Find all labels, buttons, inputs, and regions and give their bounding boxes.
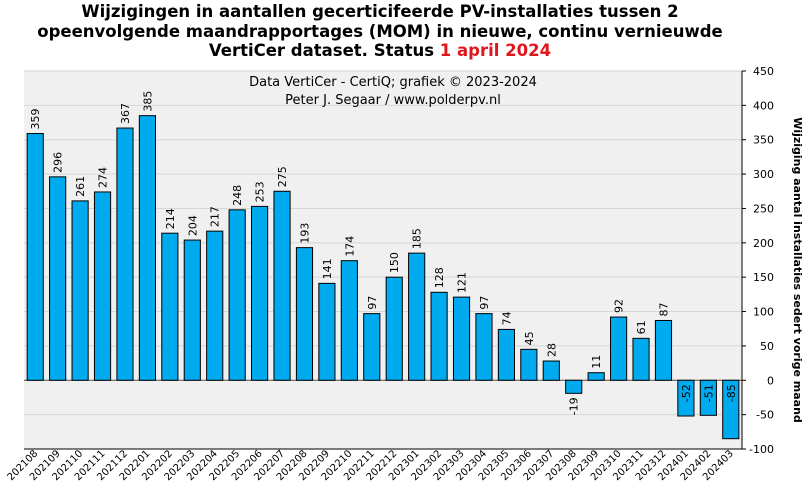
y-tick-label: 50: [760, 340, 774, 353]
data-label: 253: [254, 181, 267, 202]
bar: [722, 379, 740, 440]
bar: [632, 337, 650, 381]
bar: [206, 230, 224, 381]
data-label: 150: [388, 252, 401, 273]
data-label: 97: [478, 296, 491, 310]
x-axis: 2021082021092021102021112021122022012022…: [6, 448, 742, 483]
chart-title-line-2: opeenvolgende maandrapportages (MOM) in …: [37, 21, 723, 41]
data-label: 185: [411, 228, 424, 249]
y-tick-label: 250: [753, 202, 774, 215]
y-tick-label: -100: [749, 443, 774, 456]
chart-title-line-3: VertiCer dataset. Status 1 april 2024: [0, 41, 760, 61]
data-label: 217: [209, 206, 222, 227]
bar: [363, 313, 381, 381]
data-label: -51: [702, 384, 715, 402]
bar: [610, 316, 628, 381]
data-label: 87: [657, 302, 670, 316]
bar: [340, 260, 358, 381]
data-label: 359: [29, 109, 42, 130]
bar: [654, 319, 673, 381]
bar: [699, 379, 717, 416]
bar: [587, 372, 605, 381]
y-tick-label: 100: [753, 306, 774, 319]
data-label: 61: [635, 320, 648, 334]
bar: [228, 209, 246, 381]
bar: [93, 191, 112, 381]
bar: [385, 276, 403, 381]
data-label: -52: [680, 384, 693, 402]
data-label: 275: [276, 166, 289, 187]
data-label: 128: [433, 267, 446, 288]
data-label: 274: [97, 167, 110, 188]
data-label: 296: [52, 152, 65, 173]
data-label: 11: [590, 355, 603, 369]
data-label: 193: [298, 223, 311, 244]
data-label: 204: [186, 215, 199, 236]
chart-title: Wijzigingen in aantallen gecerticifeerde…: [0, 2, 760, 61]
data-label: -85: [725, 384, 738, 402]
data-label: 248: [231, 185, 244, 206]
bar: [183, 239, 201, 381]
data-label: 45: [523, 331, 536, 345]
credit-line-1: Data VertiCer - CertiQ; grafiek © 2023-2…: [249, 75, 537, 90]
bar: [497, 328, 515, 381]
data-label: 174: [343, 236, 356, 257]
data-label: 367: [119, 103, 132, 124]
y-tick-label: 200: [753, 237, 774, 250]
data-label: 121: [456, 272, 469, 293]
data-label: 261: [74, 176, 87, 197]
y-axis-label: Wijziging aantal installaties sedert vor…: [791, 117, 804, 423]
bar: [116, 127, 134, 381]
y-tick-label: 0: [767, 374, 774, 387]
data-label: 141: [321, 258, 334, 279]
bar: [452, 296, 471, 381]
data-label: 92: [613, 299, 626, 313]
bar: [430, 291, 448, 381]
bar: [161, 232, 179, 381]
bar: [408, 252, 426, 381]
bar: [273, 190, 291, 381]
bar: [475, 313, 493, 381]
chart-title-status-date: 1 april 2024: [439, 41, 552, 60]
data-label: 74: [500, 311, 513, 325]
bar: [26, 133, 44, 381]
y-axis: -100 -50 0 50 100 150 200 250 300 350 400 450: [741, 65, 774, 456]
bar: [295, 247, 314, 381]
data-label: 28: [545, 343, 558, 357]
y-tick-label: 150: [753, 271, 774, 284]
bar: [677, 379, 695, 417]
data-label: -19: [568, 397, 581, 415]
y-tick-label: 450: [753, 65, 774, 78]
bar: [251, 205, 269, 381]
y-tick-label: 300: [753, 168, 774, 181]
bar-series: [26, 115, 740, 440]
chart-title-line-3-prefix: VertiCer dataset. Status: [208, 41, 440, 60]
data-label: 214: [164, 208, 177, 229]
bar: [565, 379, 583, 394]
chart-title-line-1: Wijzigingen in aantallen gecerticifeerde…: [81, 2, 679, 21]
data-label: 385: [141, 91, 154, 112]
bar: [318, 282, 336, 381]
bar: [520, 348, 538, 381]
bar: [49, 176, 67, 381]
y-tick-label: -50: [756, 409, 774, 422]
bar: [542, 360, 560, 381]
y-tick-label: 400: [753, 99, 774, 112]
data-labels: 359 296 261 274 367 385 214 204 217 248 253 275 193 1…: [29, 91, 738, 416]
y-tick-label: 350: [753, 134, 774, 147]
credit-line-2: Peter J. Segaar / www.polderpv.nl: [285, 93, 501, 108]
data-label: 97: [366, 296, 379, 310]
bar: [71, 200, 89, 381]
bar: [138, 115, 156, 381]
